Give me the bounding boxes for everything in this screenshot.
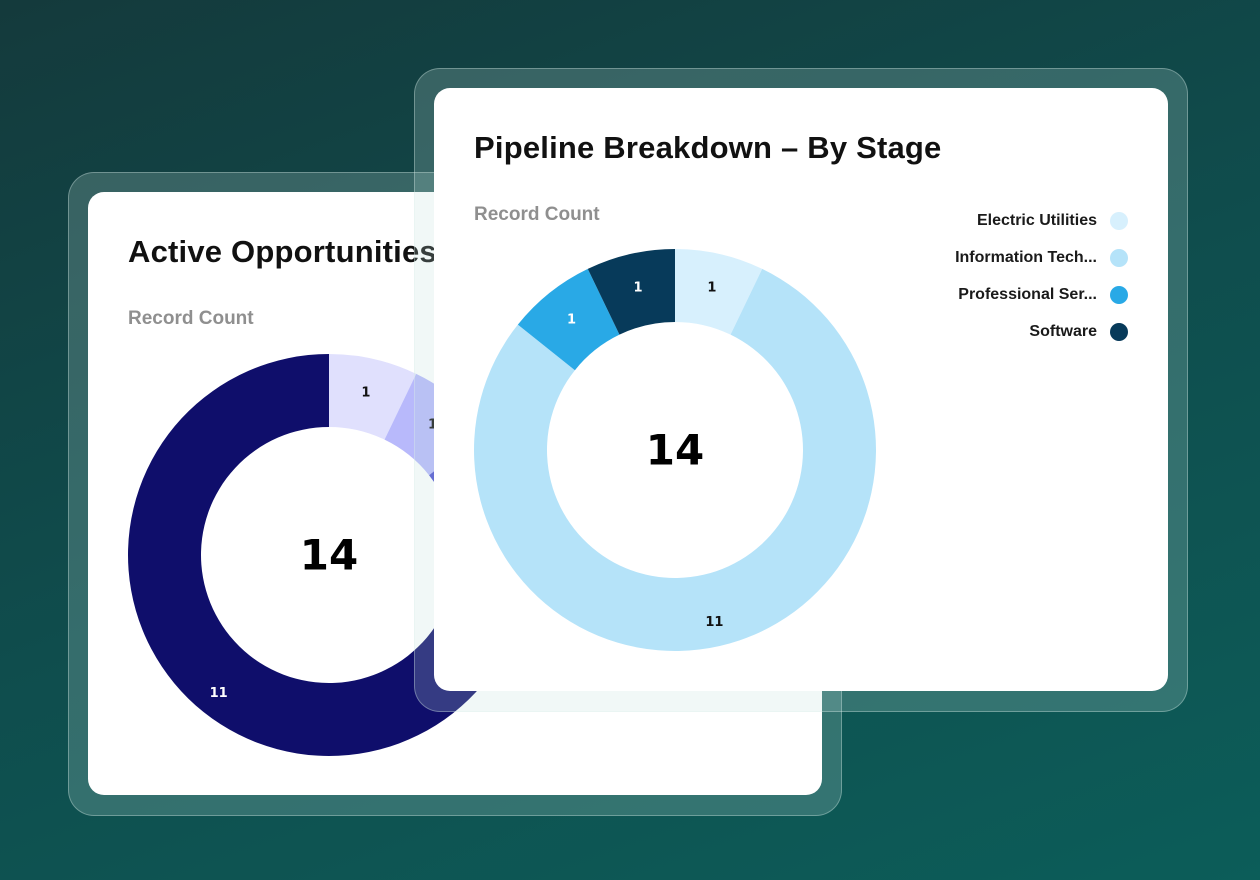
slice-value-label: 1 (567, 313, 576, 328)
donut-slice[interactable] (517, 268, 620, 371)
donut-slice[interactable] (675, 249, 763, 335)
slice-value-label: 11 (705, 615, 723, 630)
legend-label: Information Tech... (955, 248, 1097, 266)
slice-value-label: 1 (634, 281, 643, 296)
slice-value-label: 1 (361, 386, 370, 401)
donut-slice[interactable] (329, 354, 417, 440)
legend-swatch (1110, 322, 1128, 341)
chart-legend: Electric Utilities Information Tech... Pro… (955, 202, 1128, 350)
legend-label: Electric Utilities (976, 211, 1097, 229)
legend-swatch (1110, 285, 1128, 304)
legend-item[interactable]: Professional Ser... (955, 276, 1128, 313)
pipeline-breakdown-card: Pipeline Breakdown – By Stage Record Cou… (434, 88, 1168, 691)
card-subtitle: Record Count (128, 308, 254, 329)
legend-label: Professional Ser... (958, 285, 1097, 303)
legend-swatch (1110, 248, 1128, 267)
legend-item[interactable]: Software (955, 313, 1128, 350)
donut-slice[interactable] (587, 249, 675, 335)
card-subtitle: Record Count (474, 204, 600, 225)
donut-slice[interactable] (474, 268, 876, 651)
slice-value-label: 11 (210, 686, 228, 701)
slice-value-label: 1 (707, 281, 716, 296)
card-title: Active Opportunities (128, 234, 437, 269)
legend-item[interactable]: Information Tech... (955, 239, 1128, 276)
donut-total: 14 (646, 426, 704, 475)
legend-swatch (1110, 211, 1128, 230)
legend-label: Software (1029, 322, 1097, 340)
donut-total: 14 (300, 531, 358, 580)
legend-item[interactable]: Electric Utilities (955, 202, 1128, 239)
card-title: Pipeline Breakdown – By Stage (474, 130, 942, 165)
donut-slice[interactable] (128, 354, 530, 756)
slice-value-label: 1 (428, 418, 437, 433)
